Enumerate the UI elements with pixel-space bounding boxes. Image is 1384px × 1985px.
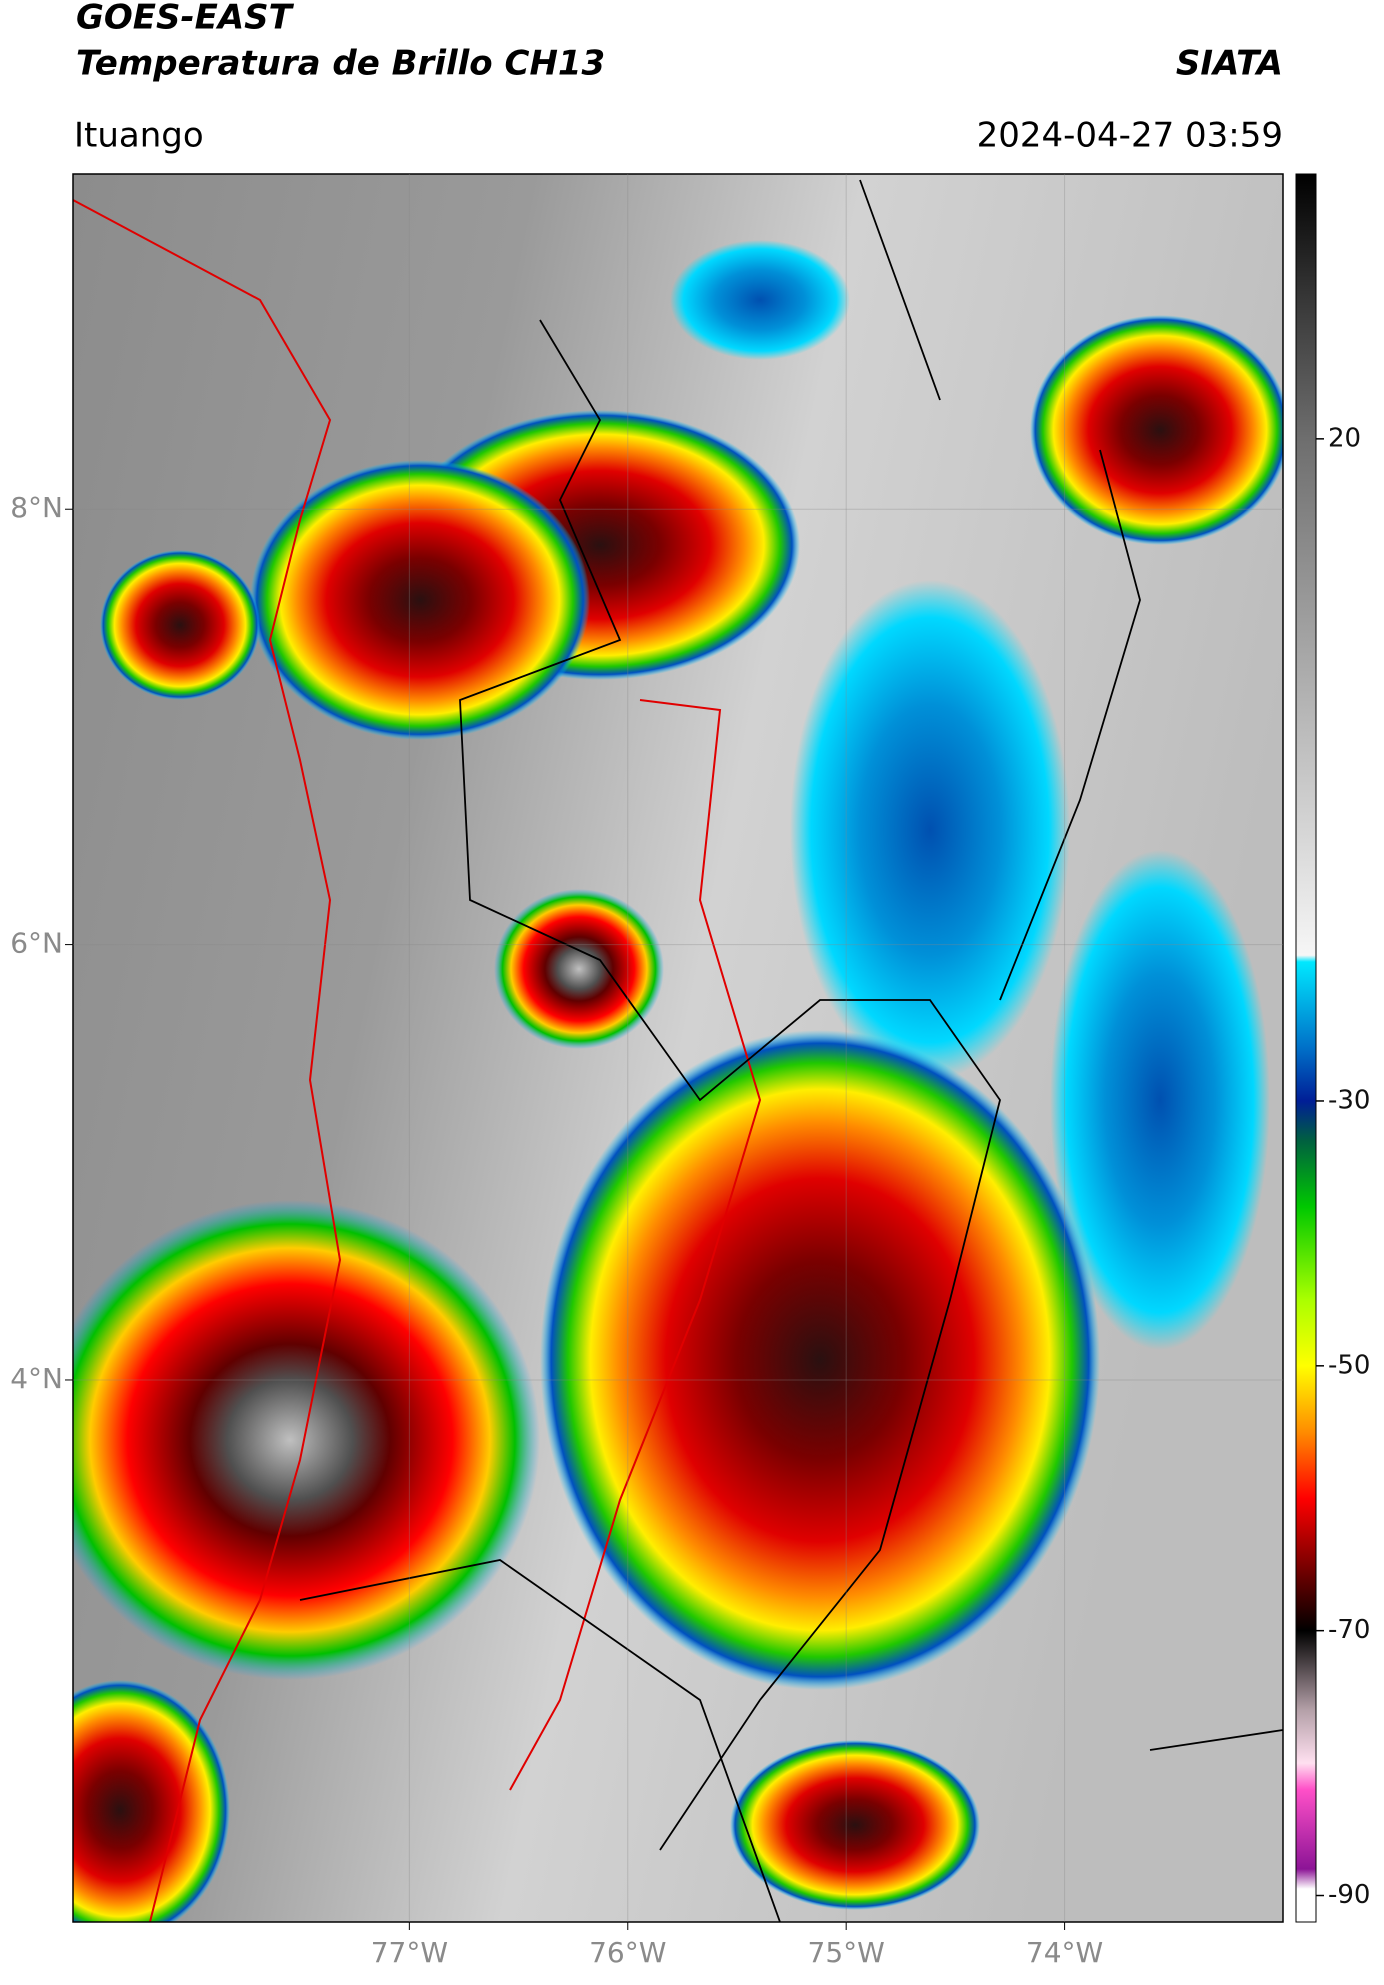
colorbar-tick-label: -70 bbox=[1328, 1615, 1370, 1645]
storm bbox=[100, 550, 260, 700]
storm bbox=[540, 1030, 1100, 1690]
storm bbox=[73, 1680, 230, 1922]
y-tick-label: 4°N bbox=[10, 1362, 63, 1395]
x-tick-label: 77°W bbox=[371, 1936, 448, 1969]
storm bbox=[1030, 315, 1283, 545]
storm bbox=[730, 1740, 980, 1910]
y-tick-label: 6°N bbox=[10, 927, 63, 960]
x-tick-label: 74°W bbox=[1026, 1936, 1103, 1969]
x-tick-label: 75°W bbox=[808, 1936, 885, 1969]
storm bbox=[494, 889, 664, 1049]
colorbar bbox=[1295, 173, 1317, 1923]
cloud bbox=[790, 580, 1070, 1080]
cloud bbox=[670, 240, 850, 360]
map-frame bbox=[72, 173, 1284, 1923]
x-tick-label: 76°W bbox=[589, 1936, 666, 1969]
colorbar-tick-label: -90 bbox=[1328, 1880, 1370, 1910]
storm bbox=[250, 460, 590, 740]
source: SIATA bbox=[1176, 44, 1283, 84]
subtitle: Temperatura de Brillo CH13 bbox=[76, 44, 605, 84]
boundary bbox=[509, 699, 762, 1791]
coastline bbox=[73, 199, 342, 1922]
boundary bbox=[299, 179, 1283, 1922]
location: Ituango bbox=[74, 116, 204, 156]
cloud bbox=[1050, 850, 1270, 1350]
datetime: 2024-04-27 03:59 bbox=[977, 116, 1283, 156]
y-tick-label: 8°N bbox=[10, 491, 63, 524]
colorbar-tick-label: -50 bbox=[1328, 1350, 1370, 1380]
colorbar-tick-label: 20 bbox=[1328, 423, 1361, 453]
storm bbox=[73, 1200, 540, 1680]
map-image bbox=[73, 174, 1283, 1922]
colorbar-tick-label: -30 bbox=[1328, 1085, 1370, 1115]
title: GOES-EAST bbox=[76, 0, 295, 38]
